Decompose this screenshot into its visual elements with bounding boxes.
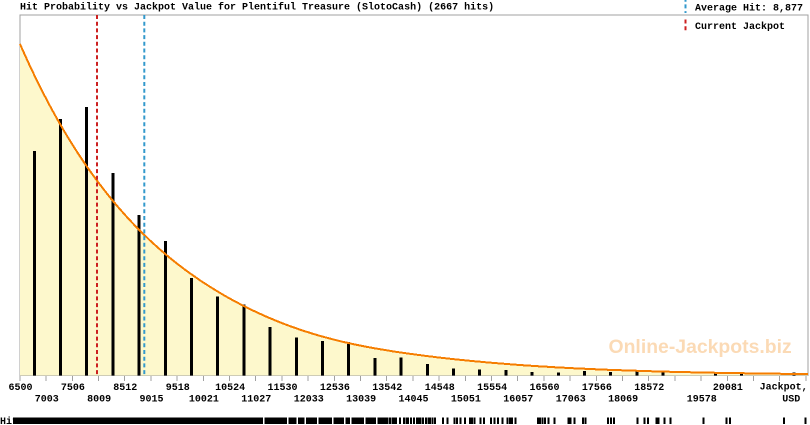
svg-text:7506: 7506 [61, 383, 85, 394]
svg-text:14045: 14045 [398, 395, 428, 406]
svg-text:16057: 16057 [503, 395, 533, 406]
svg-text:13542: 13542 [372, 383, 402, 394]
svg-text:19578: 19578 [687, 395, 717, 406]
svg-text:11027: 11027 [241, 395, 271, 406]
svg-text:USD: USD [782, 395, 800, 406]
svg-text:13039: 13039 [346, 395, 376, 406]
svg-text:18069: 18069 [608, 395, 638, 406]
svg-text:Current Jackpot: Current Jackpot [695, 21, 785, 33]
svg-text:10524: 10524 [215, 383, 245, 394]
svg-text:Online-Jackpots.biz: Online-Jackpots.biz [609, 336, 792, 358]
svg-text:8512: 8512 [113, 383, 137, 394]
svg-text:17063: 17063 [556, 395, 586, 406]
svg-text:20081: 20081 [713, 383, 743, 394]
svg-text:16560: 16560 [529, 383, 559, 394]
svg-text:10021: 10021 [189, 395, 219, 406]
svg-text:9015: 9015 [139, 395, 163, 406]
svg-text:8009: 8009 [87, 395, 111, 406]
svg-text:6500: 6500 [8, 383, 32, 394]
svg-text:17566: 17566 [582, 383, 612, 394]
svg-text:7003: 7003 [35, 395, 59, 406]
svg-text:Hits: Hits [0, 416, 24, 425]
svg-text:Jackpot,: Jackpot, [760, 382, 808, 394]
svg-text:15554: 15554 [477, 383, 507, 394]
svg-text:12033: 12033 [294, 395, 324, 406]
svg-text:15051: 15051 [451, 395, 481, 406]
svg-text:11530: 11530 [267, 383, 297, 394]
svg-text:12536: 12536 [320, 383, 350, 394]
svg-text:9518: 9518 [166, 383, 190, 394]
svg-text:Hit Probability vs Jackpot Val: Hit Probability vs Jackpot Value for Ple… [20, 2, 494, 14]
svg-text:14548: 14548 [425, 383, 455, 394]
svg-text:18572: 18572 [634, 383, 664, 394]
svg-text:Average Hit: 8,877: Average Hit: 8,877 [695, 3, 803, 15]
